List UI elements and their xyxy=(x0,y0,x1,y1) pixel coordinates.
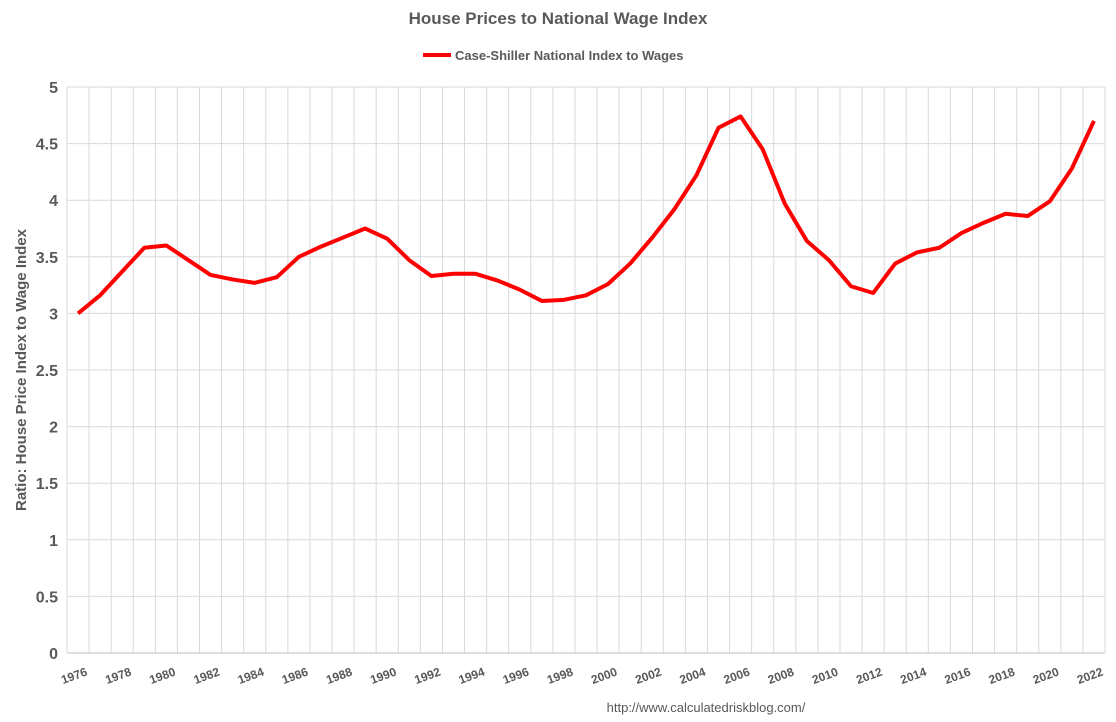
x-tick-label: 2020 xyxy=(1031,665,1061,687)
y-tick-label: 5 xyxy=(49,80,58,97)
y-tick-label: 1 xyxy=(49,533,58,550)
y-tick-label: 2.5 xyxy=(36,363,58,380)
data-line xyxy=(76,114,1096,315)
x-tick-label: 1984 xyxy=(236,665,266,687)
x-tick-label: 1994 xyxy=(457,665,487,687)
x-tick-label: 1978 xyxy=(103,665,133,687)
x-tick-label: 1986 xyxy=(280,665,310,687)
y-tick-label: 4 xyxy=(49,193,58,210)
y-tick-label: 4.5 xyxy=(36,137,58,154)
x-tick-label: 2008 xyxy=(766,665,796,687)
x-tick-label: 1982 xyxy=(192,665,222,687)
x-tick-label: 2010 xyxy=(810,665,840,687)
legend-label: Case-Shiller National Index to Wages xyxy=(455,48,684,63)
y-tick-label: 3 xyxy=(49,306,58,323)
x-tick-label: 1998 xyxy=(545,665,575,687)
y-tick-label: 0 xyxy=(49,646,58,663)
x-tick-label: 2022 xyxy=(1075,665,1105,687)
x-tick-label: 2018 xyxy=(987,665,1017,687)
y-axis-label: Ratio: House Price Index to Wage Index xyxy=(13,228,30,511)
x-tick-label: 2012 xyxy=(854,665,884,687)
x-tick-label: 1996 xyxy=(501,665,531,687)
x-tick-label: 2004 xyxy=(678,665,708,687)
x-tick-label: 2016 xyxy=(943,665,973,687)
y-tick-label: 2 xyxy=(49,420,58,437)
x-tick-label: 2000 xyxy=(589,665,619,687)
x-tick-label: 1990 xyxy=(368,665,398,687)
x-tick-label: 2006 xyxy=(722,665,752,687)
source: http://www.calculatedriskblog.com/ xyxy=(607,700,806,715)
x-tick-label: 2014 xyxy=(898,665,928,687)
x-tick-label: 1992 xyxy=(413,665,443,687)
y-tick-label: 0.5 xyxy=(36,589,58,606)
x-tick-label: 1976 xyxy=(59,665,89,687)
x-tick-label: 1988 xyxy=(324,665,354,687)
x-tick-label: 1980 xyxy=(148,665,178,687)
x-tick-label: 2002 xyxy=(633,665,663,687)
y-tick-label: 1.5 xyxy=(36,476,58,493)
y-tick-label: 3.5 xyxy=(36,250,58,267)
chart-title: House Prices to National Wage Index xyxy=(409,9,708,28)
